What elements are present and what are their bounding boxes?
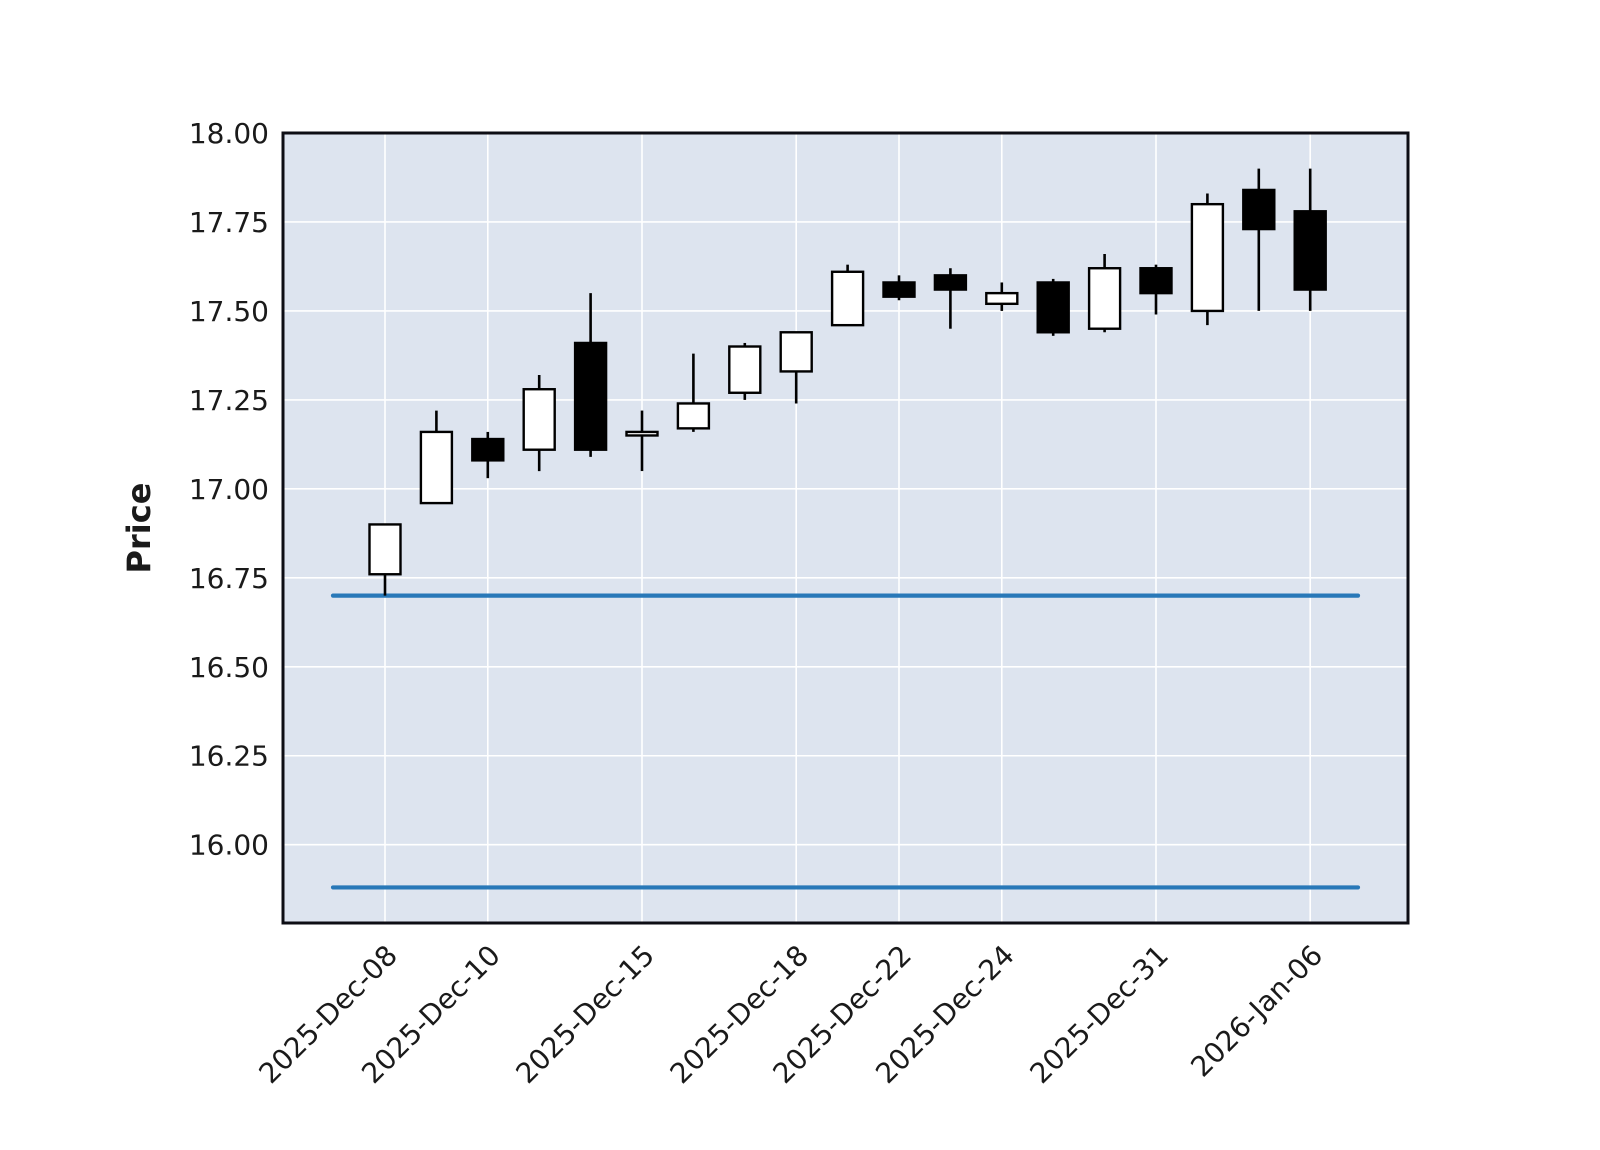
y-tick-label: 18.00 bbox=[189, 117, 269, 150]
candle-body bbox=[368, 523, 402, 576]
candle-up bbox=[1087, 253, 1122, 333]
candle-up bbox=[1190, 193, 1225, 326]
candle-up bbox=[676, 353, 711, 432]
candle-up bbox=[522, 374, 556, 472]
candle-body bbox=[625, 430, 659, 437]
candle-down bbox=[933, 268, 968, 329]
candle-down bbox=[573, 293, 608, 457]
candle-body bbox=[419, 430, 454, 505]
x-tick-label: 2026-Jan-06 bbox=[1184, 939, 1329, 1084]
candle-body bbox=[471, 437, 505, 462]
candle-body bbox=[1139, 267, 1173, 295]
candle-body bbox=[1036, 281, 1070, 334]
plot-border bbox=[281, 131, 1410, 925]
y-axis-label: Price bbox=[120, 483, 158, 574]
candle-body bbox=[830, 270, 865, 327]
candle-body bbox=[522, 388, 556, 451]
candle-body bbox=[573, 341, 608, 451]
y-tick-label: 17.00 bbox=[189, 473, 269, 506]
y-tick-label: 16.25 bbox=[189, 740, 269, 773]
candle-down bbox=[882, 275, 916, 301]
candle-body bbox=[728, 345, 762, 394]
candle-down bbox=[1293, 168, 1327, 311]
candle-body bbox=[933, 274, 968, 291]
candle-up bbox=[368, 523, 402, 596]
y-tick-label: 17.25 bbox=[189, 384, 269, 417]
candle-body bbox=[1293, 210, 1327, 291]
candle-up bbox=[728, 342, 762, 400]
y-tick-label: 17.75 bbox=[189, 206, 269, 239]
candle-down bbox=[1139, 264, 1173, 315]
candle-up bbox=[779, 331, 813, 404]
candle-body bbox=[779, 331, 813, 373]
y-tick-label: 16.75 bbox=[189, 562, 269, 595]
candle-up bbox=[419, 410, 454, 505]
candle-down bbox=[1036, 278, 1070, 336]
candle-up bbox=[625, 410, 659, 472]
plot-layer: 16.00 16.25 16.50 16.75 17.00 17.25 17.50 17.75… bbox=[189, 117, 1410, 1091]
candle-down bbox=[1242, 168, 1276, 311]
candle-body bbox=[985, 291, 1019, 306]
y-tick-label: 17.50 bbox=[189, 295, 269, 328]
candle-up bbox=[985, 282, 1019, 311]
y-tick-label: 16.00 bbox=[189, 829, 269, 862]
x-tick-label: 2025-Dec-15 bbox=[509, 939, 661, 1091]
y-tick-label: 16.50 bbox=[189, 651, 269, 684]
candle-body bbox=[1242, 188, 1276, 231]
plot-area bbox=[283, 133, 1408, 923]
x-tick-label: 2025-Dec-31 bbox=[1023, 939, 1175, 1091]
candle-up bbox=[830, 264, 865, 327]
candle-down bbox=[471, 431, 505, 479]
candle-body bbox=[1190, 202, 1225, 313]
candle-body bbox=[882, 281, 916, 298]
candle-body bbox=[676, 402, 711, 430]
candle-body bbox=[1087, 267, 1122, 330]
